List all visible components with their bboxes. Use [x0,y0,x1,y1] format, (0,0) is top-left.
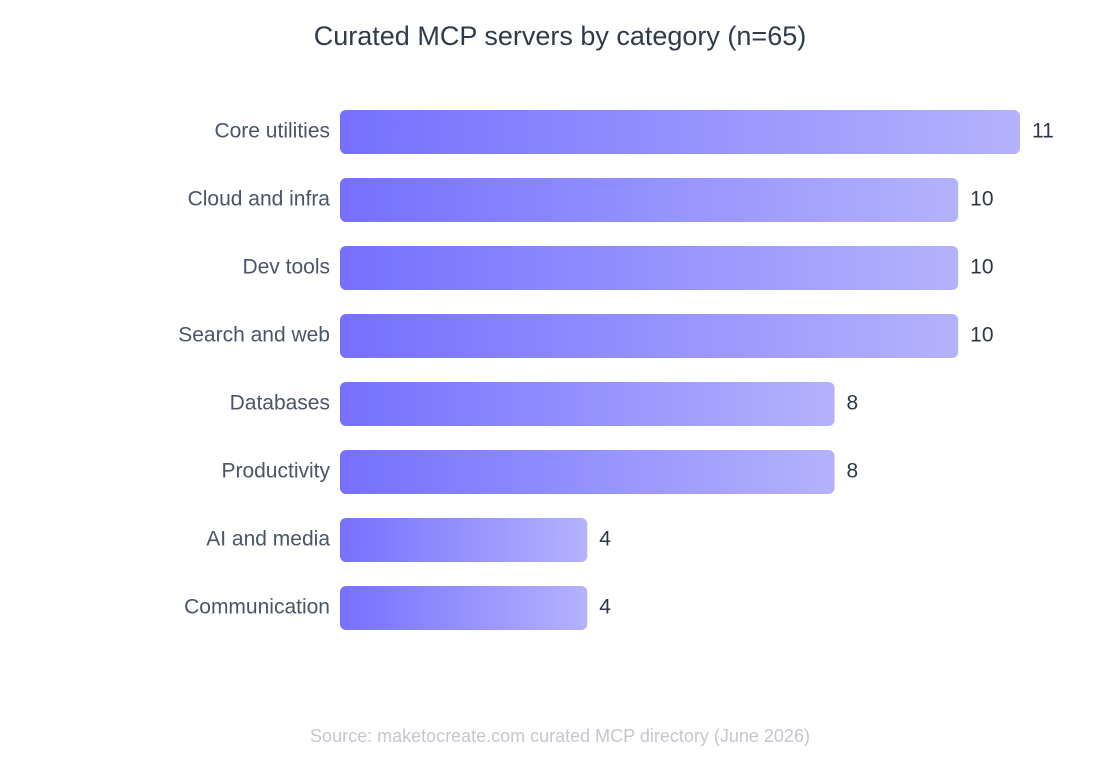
category-label: Communication [184,596,330,619]
chart-title: Curated MCP servers by category (n=65) [314,21,806,51]
category-label: Databases [230,392,330,415]
value-label: 8 [847,460,859,483]
bar [340,450,835,494]
category-label: AI and media [206,528,330,551]
bar [340,246,959,290]
bar [340,178,959,222]
value-label: 10 [970,256,993,279]
category-label: Productivity [221,460,330,483]
value-label: 4 [599,596,611,619]
category-label: Search and web [178,324,330,347]
value-label: 11 [1032,120,1054,143]
bar [340,314,959,358]
value-label: 10 [970,188,993,211]
category-label: Core utilities [214,120,330,143]
category-label: Dev tools [242,256,330,279]
bar [340,586,588,630]
bar [340,382,835,426]
source-note: Source: maketocreate.com curated MCP dir… [310,726,810,746]
value-label: 10 [970,324,993,347]
bar [340,518,588,562]
bar [340,110,1020,154]
value-label: 4 [599,528,611,551]
value-label: 8 [847,392,859,415]
category-label: Cloud and infra [188,188,331,211]
